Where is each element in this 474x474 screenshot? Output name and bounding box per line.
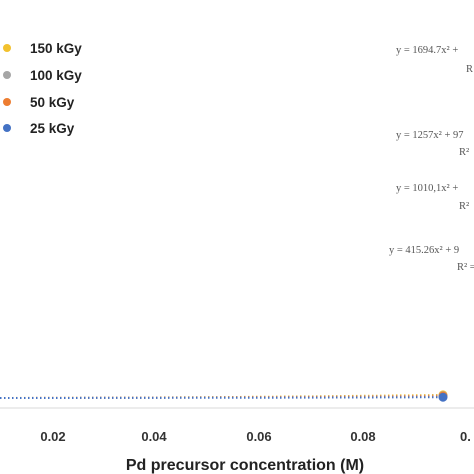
r2-150kgy: R [466, 64, 473, 75]
x-tick-label: 0.08 [350, 429, 375, 444]
legend-label: 100 kGy [30, 68, 82, 83]
data-point [438, 392, 448, 402]
legend-label: 150 kGy [30, 41, 82, 56]
legend-marker [3, 124, 11, 132]
r2-25kgy: R² = [457, 262, 474, 273]
legend-label: 25 kGy [30, 121, 75, 136]
equation-50kgy: y = 1010,1x² + [396, 183, 458, 194]
trendline-equations: y = 1694.7x² + R y = 1257x² + 97 R² y = … [389, 45, 474, 273]
equation-150kgy: y = 1694.7x² + [396, 45, 458, 56]
equation-25kgy: y = 415.26x² + 9 [389, 245, 459, 256]
equation-100kgy: y = 1257x² + 97 [396, 130, 464, 141]
legend: 150 kGy 100 kGy 50 kGy 25 kGy [3, 41, 82, 136]
trendlines [0, 393, 444, 399]
legend-marker [3, 44, 11, 52]
data-markers [438, 390, 448, 402]
x-axis-title: Pd precursor concentration (M) [126, 457, 364, 474]
legend-item-25kgy: 25 kGy [3, 121, 75, 136]
trendline-25kgy [0, 396, 444, 399]
legend-label: 50 kGy [30, 95, 75, 110]
x-tick-label: 0.06 [246, 429, 271, 444]
legend-item-50kgy: 50 kGy [3, 95, 75, 110]
x-tick-label: 0.04 [141, 429, 167, 444]
legend-item-150kgy: 150 kGy [3, 41, 82, 56]
x-tick-label: 0. [460, 429, 471, 444]
x-tick-label: 0.02 [40, 429, 65, 444]
r2-50kgy: R² [459, 201, 469, 212]
legend-marker [3, 98, 11, 106]
x-tick-labels: 0.02 0.04 0.06 0.08 0. [40, 429, 471, 444]
r2-100kgy: R² [459, 147, 469, 158]
legend-marker [3, 71, 11, 79]
legend-item-100kgy: 100 kGy [3, 68, 82, 83]
